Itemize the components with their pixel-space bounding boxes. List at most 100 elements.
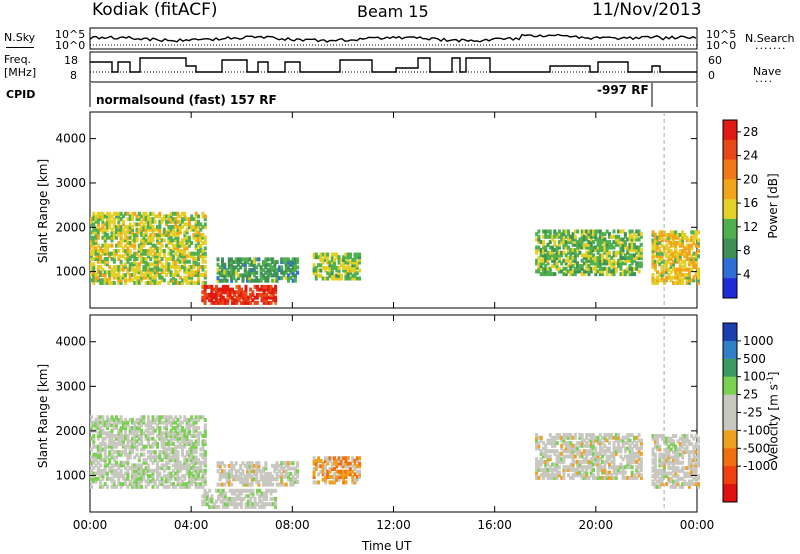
data-cell (117, 436, 121, 441)
data-cell (656, 442, 659, 446)
data-cell (153, 265, 157, 269)
data-cell (190, 458, 194, 463)
data-cell (319, 257, 323, 262)
data-cell (667, 246, 671, 251)
data-cell (140, 471, 144, 476)
data-cell (665, 238, 669, 243)
data-cell (653, 444, 657, 449)
data-cell (656, 479, 659, 484)
data-cell (192, 431, 196, 436)
data-cell (92, 270, 96, 275)
data-cell (112, 458, 116, 463)
data-cell (135, 233, 139, 237)
data-cell (167, 431, 171, 436)
data-cell (660, 482, 664, 487)
data-cell (144, 275, 148, 280)
data-cell (199, 466, 203, 471)
data-cell (203, 428, 207, 433)
data-cell (337, 273, 341, 278)
data-cell (619, 438, 623, 443)
data-cell (630, 451, 634, 456)
data-cell (142, 452, 146, 457)
data-cell (282, 260, 286, 265)
data-cell (296, 474, 300, 479)
data-cell (187, 450, 191, 455)
data-cell (255, 502, 259, 507)
data-cell (171, 243, 175, 248)
data-cell (268, 262, 272, 267)
data-cell (342, 464, 346, 469)
data-cell (582, 465, 586, 470)
data-cell (232, 463, 236, 468)
data-cell (656, 254, 659, 259)
data-cell (562, 242, 566, 247)
data-cell (162, 442, 166, 446)
data-cell (131, 225, 134, 230)
data-cell (126, 442, 130, 446)
data-cell (153, 257, 157, 261)
data-cell (137, 275, 141, 280)
data-cell (535, 232, 539, 237)
data-cell (203, 450, 207, 455)
data-cell (174, 262, 178, 267)
data-cell (580, 443, 584, 448)
data-cell (137, 423, 141, 428)
data-cell (690, 474, 694, 479)
data-cell (335, 475, 339, 479)
data-cell (185, 436, 189, 441)
data-cell (233, 300, 237, 305)
data-cell (610, 433, 614, 438)
x-tick-label: 00:00 (680, 518, 715, 532)
data-cell (108, 254, 112, 259)
data-cell (217, 496, 221, 501)
data-cell (546, 253, 550, 258)
data-cell (162, 270, 166, 275)
data-cell (223, 474, 227, 479)
data-cell (119, 415, 123, 420)
data-cell (564, 449, 568, 454)
data-cell (674, 241, 678, 245)
data-cell (167, 447, 171, 452)
data-cell (635, 446, 639, 451)
data-cell (165, 262, 169, 267)
data-cell (596, 473, 600, 478)
data-cell (596, 237, 600, 242)
data-cell (156, 262, 159, 267)
data-cell (121, 482, 125, 487)
data-cell (190, 214, 194, 219)
data-cell (227, 265, 231, 270)
data-cell (190, 423, 194, 428)
data-cell (119, 230, 123, 235)
data-cell (171, 254, 175, 259)
data-cell (144, 423, 148, 428)
data-cell (94, 420, 98, 425)
data-cell (544, 449, 548, 454)
data-cell (92, 455, 96, 460)
data-cell (573, 256, 577, 261)
data-cell (171, 418, 175, 422)
data-cell (617, 441, 621, 446)
data-cell (676, 233, 680, 237)
data-cell (197, 474, 200, 479)
data-cell (555, 245, 559, 250)
data-cell (580, 245, 584, 250)
data-cell (167, 251, 171, 256)
data-cell (92, 436, 96, 441)
data-cell (669, 270, 673, 275)
data-cell (564, 240, 568, 245)
data-cell (158, 275, 162, 280)
data-cell (596, 261, 600, 266)
data-cell (137, 455, 141, 460)
data-cell (658, 262, 662, 267)
data-cell (562, 465, 566, 470)
data-cell (694, 455, 698, 460)
data-cell (246, 461, 249, 466)
data-cell (269, 491, 273, 496)
data-cell (158, 214, 162, 219)
data-cell (330, 268, 334, 273)
data-cell (124, 280, 128, 285)
data-cell (612, 261, 616, 266)
data-cell (252, 257, 256, 262)
data-cell (96, 455, 100, 460)
data-cell (105, 225, 109, 230)
